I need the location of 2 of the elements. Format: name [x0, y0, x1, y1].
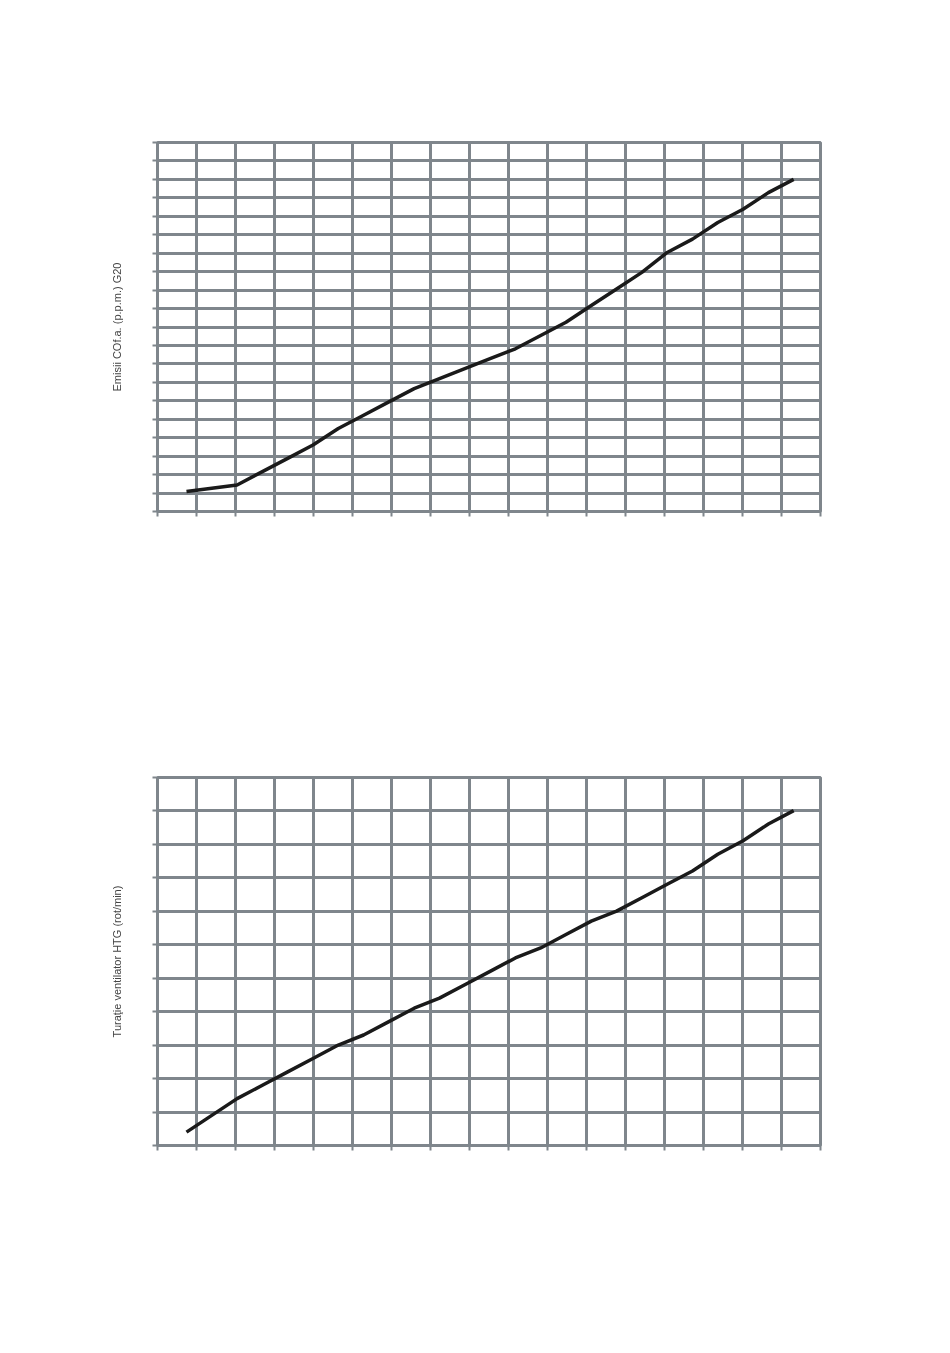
y-axis-title: Emisii COf.a. (p.p.m.) G20 — [110, 262, 123, 392]
y-axis-title: Turaţie ventilator HTG (rot/min) — [110, 885, 123, 1038]
